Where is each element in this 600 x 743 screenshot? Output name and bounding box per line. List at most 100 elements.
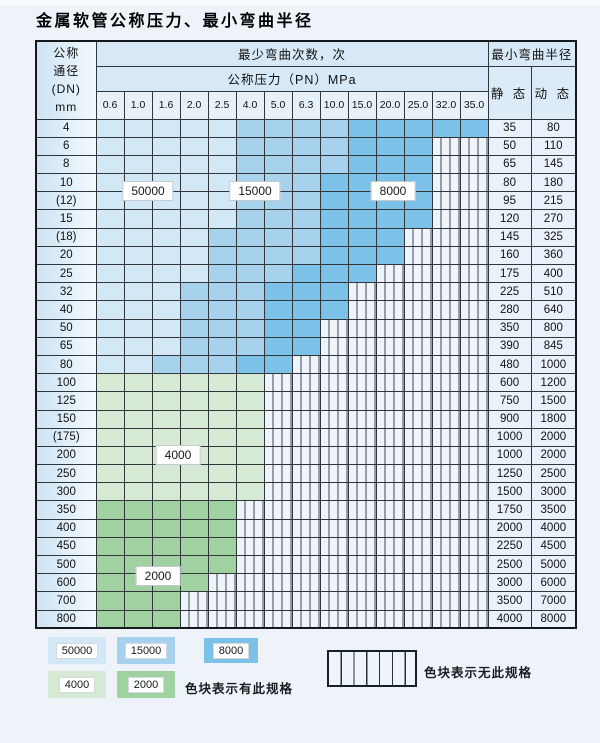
spec-cell [123, 518, 153, 538]
spec-cell [263, 136, 293, 156]
no-spec-cell [291, 427, 321, 447]
spec-cell [207, 391, 237, 411]
spec-cell [123, 118, 153, 138]
no-spec-cell [319, 482, 349, 502]
no-spec-cell [291, 464, 321, 484]
static-radius-cell: 1000 [487, 427, 532, 447]
spec-cell [235, 318, 265, 338]
spec-cell [123, 536, 153, 557]
static-radius-cell: 80 [487, 173, 532, 193]
spec-cell [291, 227, 321, 247]
dn-cell: 32 [35, 282, 97, 302]
spec-cell [151, 154, 181, 175]
spec-cell [235, 263, 265, 284]
dynamic-radius-cell: 5000 [530, 554, 577, 575]
table-row: 250 1250 2500 [35, 464, 577, 484]
spec-cell [95, 173, 125, 193]
spec-cell [291, 191, 321, 211]
spec-cell [179, 282, 209, 302]
spec-cell [319, 300, 349, 320]
legend-swatch-4000: 4000 [48, 671, 106, 698]
spec-cell [123, 445, 153, 466]
spec-cell [207, 209, 237, 229]
spec-cell [95, 282, 125, 302]
spec-cell [95, 518, 125, 538]
no-spec-cell [431, 427, 461, 447]
spec-cell [319, 227, 349, 247]
no-spec-cell [459, 300, 489, 320]
spec-cell [95, 536, 125, 557]
spec-cell [235, 354, 265, 375]
spec-cell [263, 318, 293, 338]
pressure-header-cell: 32.0 [431, 90, 461, 120]
no-spec-cell [375, 482, 405, 502]
table-row: 700 3500 7000 [35, 591, 577, 611]
spec-cell [179, 318, 209, 338]
dynamic-radius-cell: 4000 [530, 518, 577, 538]
spec-cell [403, 118, 433, 138]
no-spec-cell [347, 354, 377, 375]
spec-cell [207, 536, 237, 557]
spec-cell [123, 300, 153, 320]
spec-cell [207, 318, 237, 338]
no-spec-cell [459, 318, 489, 338]
dynamic-radius-cell: 4500 [530, 536, 577, 557]
no-spec-cell [431, 282, 461, 302]
dn-cell: 400 [35, 518, 97, 538]
cycle-count-label: 50000 [122, 181, 174, 201]
dn-header-line: (DN) [51, 82, 81, 97]
no-spec-cell [347, 282, 377, 302]
no-spec-cell [319, 427, 349, 447]
no-spec-cell [403, 391, 433, 411]
spec-cell [179, 209, 209, 229]
spec-cell [403, 136, 433, 156]
no-spec-cell [403, 573, 433, 593]
no-spec-cell [431, 336, 461, 356]
spec-cell [291, 154, 321, 175]
spec-cell [291, 136, 321, 156]
spec-cell [123, 354, 153, 375]
spec-cell [179, 464, 209, 484]
spec-cell [123, 336, 153, 356]
no-spec-cell [319, 518, 349, 538]
spec-cell [179, 409, 209, 429]
spec-cell [263, 209, 293, 229]
table-row: 800 4000 8000 [35, 609, 577, 629]
dn-cell: (12) [35, 191, 97, 211]
no-spec-cell [319, 445, 349, 466]
no-spec-cell [375, 591, 405, 611]
spec-cell [347, 263, 377, 284]
no-spec-cell [403, 263, 433, 284]
spec-cell [319, 154, 349, 175]
dynamic-radius-cell: 7000 [530, 591, 577, 611]
legend-no-spec-swatch [327, 650, 417, 687]
table-row: 400 2000 4000 [35, 518, 577, 538]
dynamic-radius-cell: 845 [530, 336, 577, 356]
no-spec-cell [431, 591, 461, 611]
spec-cell [151, 464, 181, 484]
spec-cell [179, 554, 209, 575]
spec-cell [375, 245, 405, 266]
spec-cell [319, 118, 349, 138]
no-spec-cell [319, 500, 349, 520]
no-spec-cell [235, 609, 265, 629]
spec-cell [95, 354, 125, 375]
no-spec-cell [403, 318, 433, 338]
no-spec-cell [347, 536, 377, 557]
no-spec-cell [459, 245, 489, 266]
no-spec-cell [235, 518, 265, 538]
spec-cell [95, 591, 125, 611]
spec-cell [235, 282, 265, 302]
no-spec-cell [403, 464, 433, 484]
spec-cell [151, 300, 181, 320]
no-spec-cell [459, 373, 489, 393]
no-spec-cell [319, 409, 349, 429]
no-spec-cell [431, 209, 461, 229]
spec-cell [179, 154, 209, 175]
spec-cell [95, 500, 125, 520]
spec-cell [431, 118, 461, 138]
no-spec-cell [263, 500, 293, 520]
spec-cell [347, 245, 377, 266]
spec-cell [123, 464, 153, 484]
